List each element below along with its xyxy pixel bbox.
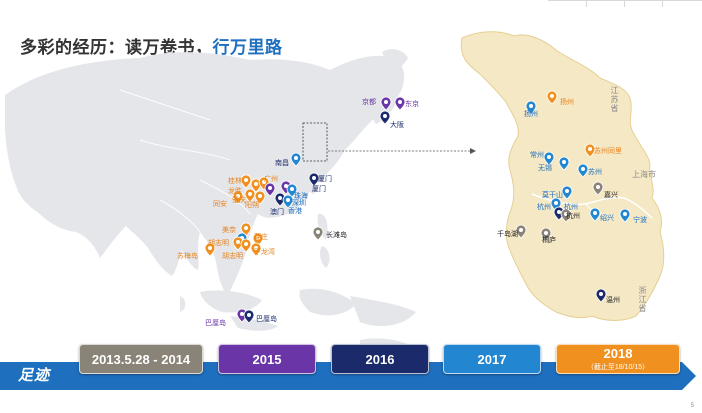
place-label: 杭州 — [566, 213, 580, 220]
title-highlight: 行万里路 — [212, 38, 283, 57]
place-label: 胡志明 — [208, 240, 229, 247]
place-label: 阳朔 — [245, 202, 259, 209]
timeline-period-2017[interactable]: 2017 — [443, 344, 541, 374]
place-label: 无锡 — [538, 165, 552, 172]
place-label: 下龙湾 — [254, 249, 275, 256]
place-label: 温州 — [606, 297, 620, 304]
place-label: 桂林 — [228, 178, 242, 185]
place-label: 深圳 — [292, 200, 306, 207]
place-label: 绍兴 — [600, 215, 614, 222]
region-label-jiangsu: 江苏省 — [610, 86, 619, 113]
place-label: 常州 — [530, 152, 544, 159]
place-label: 千岛湖 — [497, 231, 518, 238]
period-label: 2018 — [603, 346, 633, 361]
place-label: 香港 — [288, 208, 302, 215]
period-label: 2015 — [252, 351, 282, 367]
place-label: 京都 — [362, 99, 376, 106]
header-grid-lines — [548, 0, 702, 7]
place-label: 美奈 — [222, 227, 236, 234]
place-label: 苏梅岛 — [177, 253, 198, 260]
timeline-period-2018[interactable]: 2018 （截止至18/10/15） — [556, 344, 680, 374]
place-label: 广州 — [264, 176, 278, 183]
place-label: 长滩岛 — [326, 232, 347, 239]
place-label: 南昌 — [275, 160, 289, 167]
place-label: 嘉兴 — [604, 192, 618, 199]
place-label: 厦门 — [318, 176, 332, 183]
place-label: 莫干山 — [542, 192, 563, 199]
period-sublabel: （截止至18/10/15） — [586, 364, 650, 371]
page-title: 多彩的经历：读万卷书，行万里路 — [20, 33, 283, 58]
timeline-period-2016[interactable]: 2016 — [331, 344, 429, 374]
asia-landmass — [5, 49, 416, 346]
place-label: 芽庄 — [254, 234, 268, 241]
place-label: 巴厘岛 — [205, 320, 226, 327]
place-label: 胡志明 — [222, 253, 243, 260]
place-label: 杭州 — [564, 204, 578, 211]
place-label: 扬州 — [560, 99, 574, 106]
place-label: 苏州 — [588, 169, 602, 176]
place-label: 澳门 — [270, 209, 284, 216]
place-label: 杭州 — [537, 204, 551, 211]
place-label: 同安 — [213, 201, 227, 208]
title-main: 多彩的经历：读万卷书， — [20, 38, 213, 57]
page-number: 5 — [690, 403, 694, 409]
place-label: 宁波 — [633, 217, 647, 224]
place-label: 大阪 — [390, 122, 404, 129]
place-label: 桐庐 — [542, 237, 556, 244]
place-label: 扬州 — [524, 111, 538, 118]
region-label-shanghai: 上海市 — [632, 170, 656, 179]
place-label: 龙胜 — [228, 188, 242, 195]
region-label-zhejiang: 浙江省 — [638, 286, 647, 313]
place-label: 厦门 — [312, 186, 326, 193]
place-label: 巴厘岛 — [256, 316, 277, 323]
period-label: 2013.5.28 - 2014 — [91, 351, 191, 367]
timeline-period-2015[interactable]: 2015 — [218, 344, 316, 374]
period-label: 2017 — [477, 351, 507, 367]
period-label: 2016 — [365, 351, 395, 367]
place-label: 珠海 — [294, 193, 308, 200]
timeline-label: 足迹 — [18, 367, 51, 384]
place-label: 肇庆 — [232, 197, 246, 204]
place-label: 东京 — [405, 101, 419, 108]
place-label: 苏州同里 — [594, 148, 622, 155]
timeline-period-2013-2014[interactable]: 2013.5.28 - 2014 — [79, 344, 203, 374]
